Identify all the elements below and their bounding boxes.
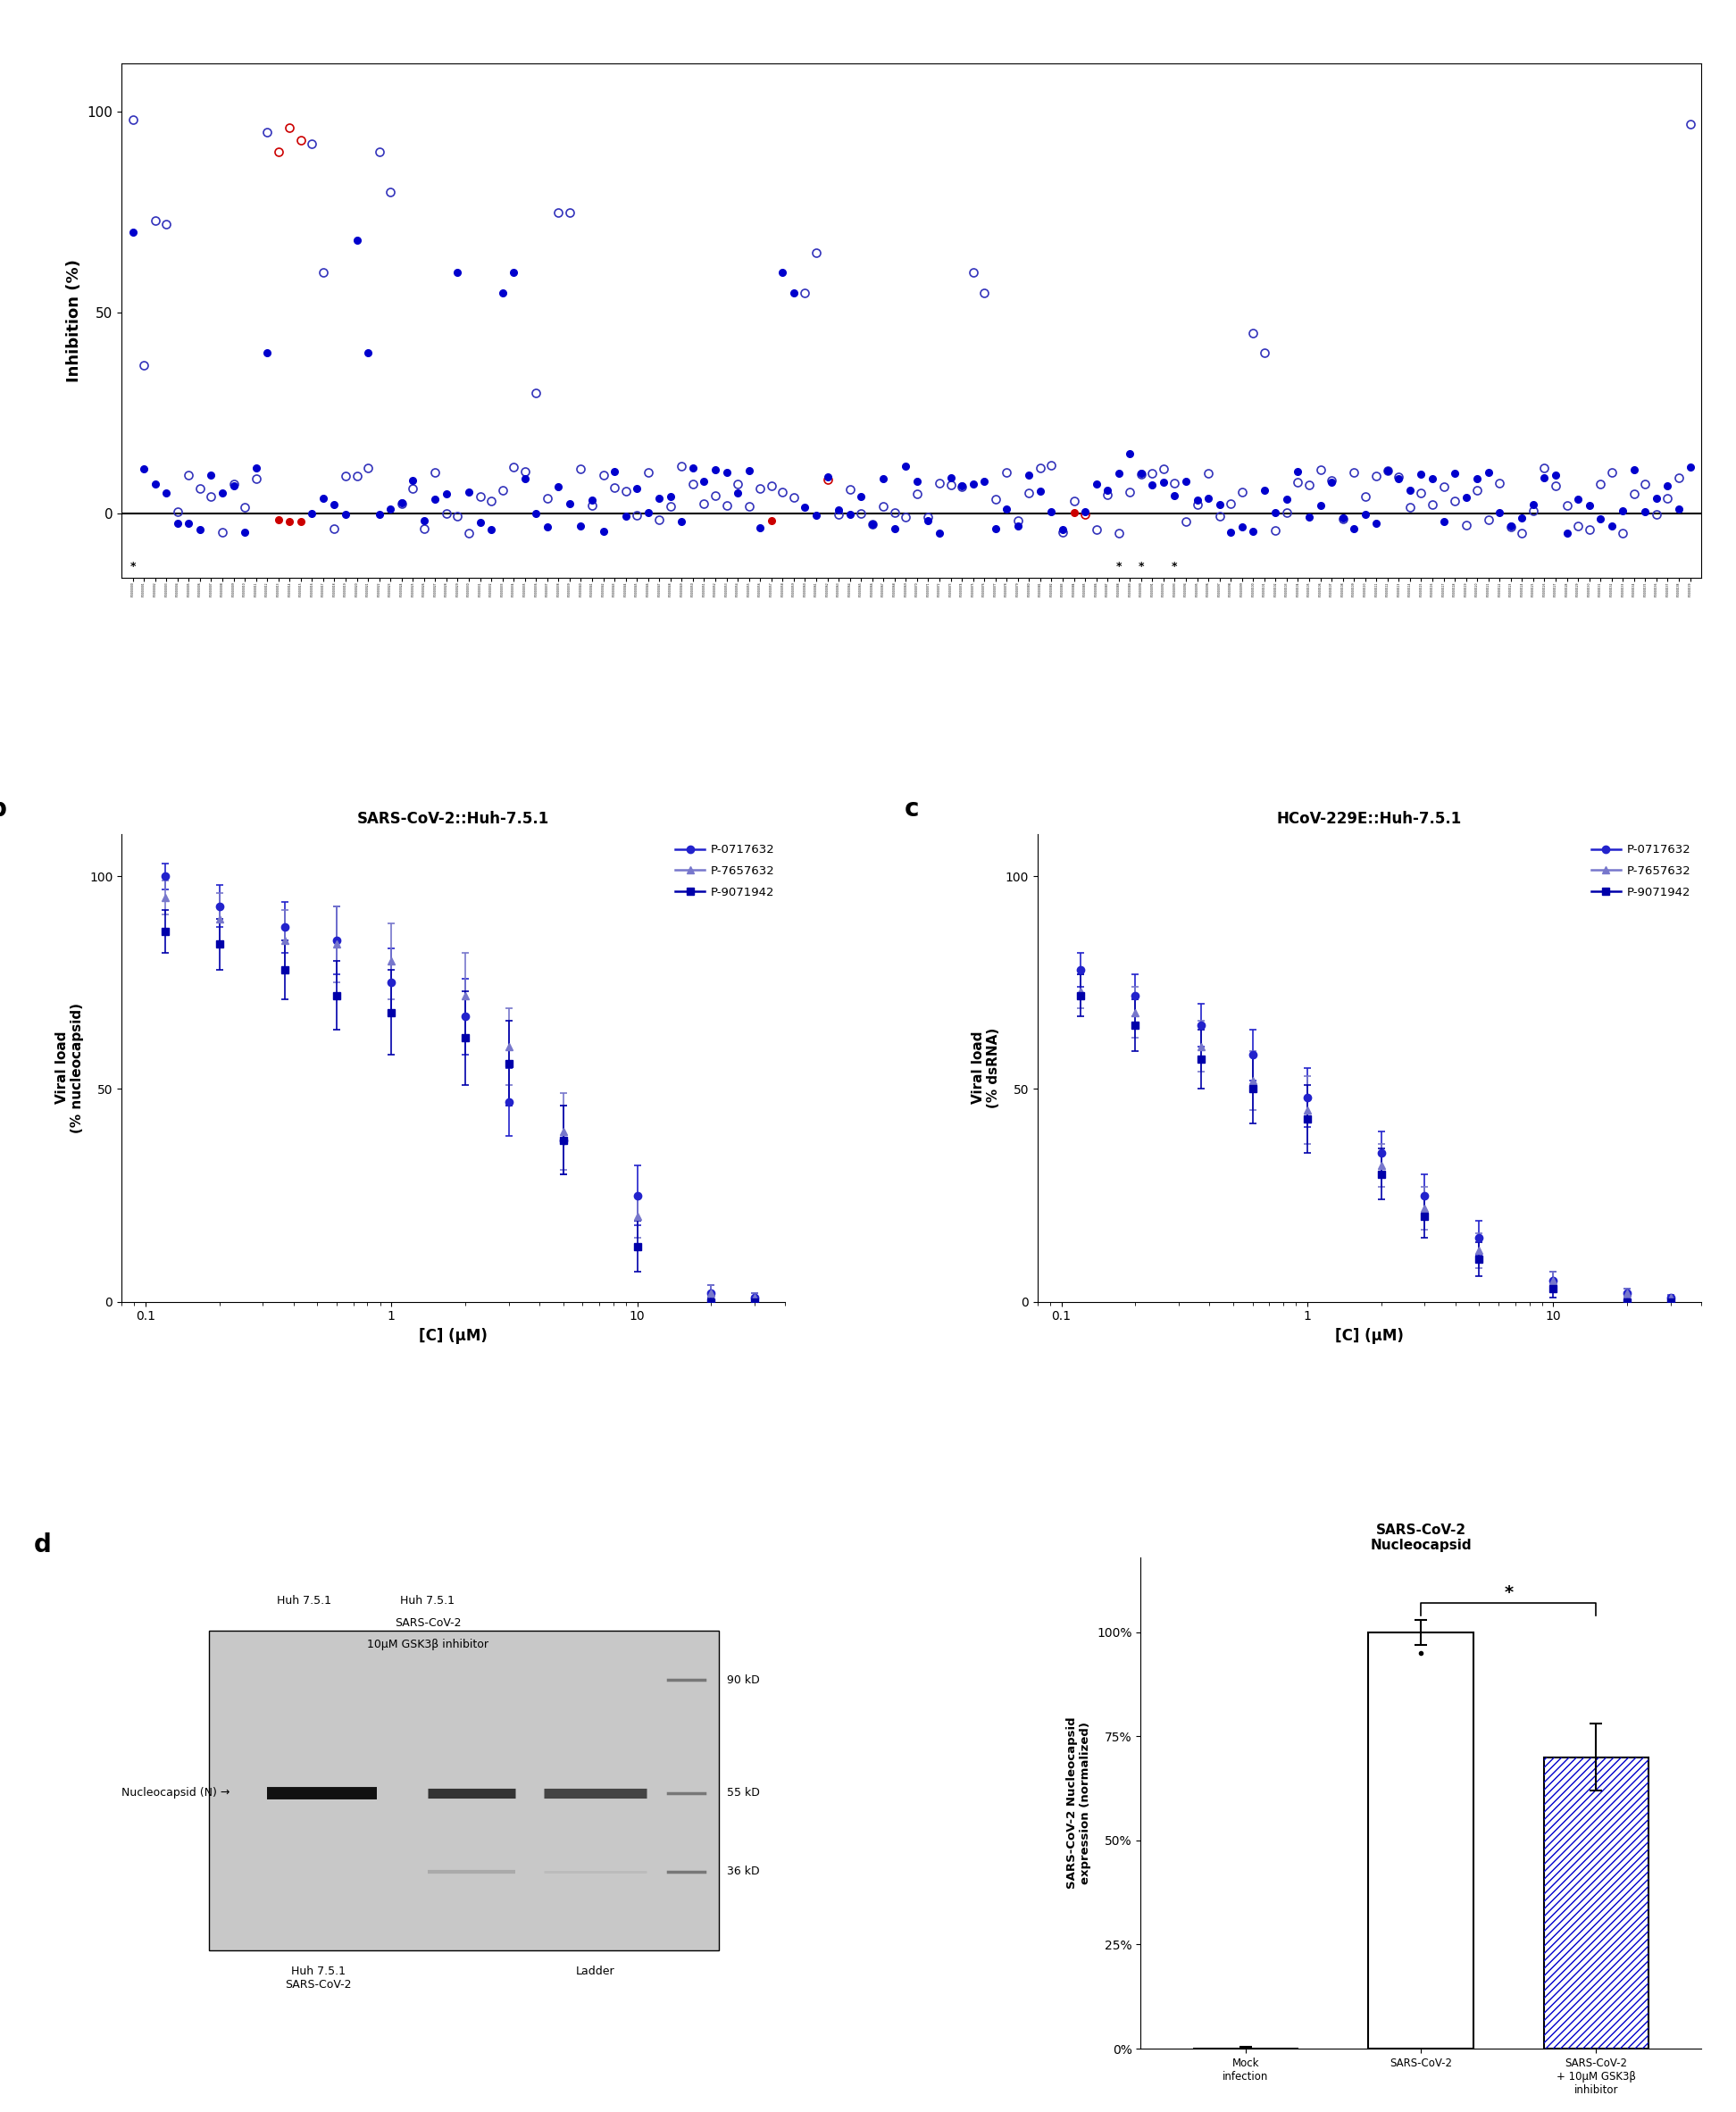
- Legend: P-0717632, P-7657632, P-9071942: P-0717632, P-7657632, P-9071942: [1587, 841, 1696, 902]
- Bar: [208, 1630, 719, 1949]
- Bar: [1543, 1757, 1649, 2049]
- Text: Huh 7.5.1: Huh 7.5.1: [401, 1595, 455, 1607]
- Text: *: *: [1139, 562, 1144, 572]
- Text: 55 kD: 55 kD: [726, 1787, 759, 1799]
- X-axis label: [C] (μM): [C] (μM): [1335, 1328, 1404, 1343]
- Y-axis label: Inhibition (%): Inhibition (%): [66, 260, 82, 382]
- Text: Ladder: Ladder: [576, 1964, 615, 1977]
- Bar: [1543, 1757, 1649, 2049]
- Text: c: c: [904, 796, 920, 822]
- Legend: P-0717632, P-7657632, P-9071942: P-0717632, P-7657632, P-9071942: [670, 841, 779, 902]
- Title: SARS-CoV-2::Huh-7.5.1: SARS-CoV-2::Huh-7.5.1: [358, 811, 550, 828]
- Text: d: d: [35, 1533, 52, 1559]
- Title: SARS-CoV-2
Nucleocapsid: SARS-CoV-2 Nucleocapsid: [1370, 1523, 1472, 1552]
- Text: *: *: [1172, 562, 1177, 572]
- Text: *: *: [130, 562, 135, 572]
- Text: *: *: [1503, 1584, 1514, 1601]
- Text: 90 kD: 90 kD: [726, 1675, 759, 1685]
- Text: 10μM GSK3β inhibitor: 10μM GSK3β inhibitor: [366, 1639, 488, 1652]
- Title: HCoV-229E::Huh-7.5.1: HCoV-229E::Huh-7.5.1: [1278, 811, 1462, 828]
- Text: Nucleocapsid (N) →: Nucleocapsid (N) →: [122, 1787, 229, 1799]
- Y-axis label: SARS-CoV-2 Nucleocapsid
expression (normalized): SARS-CoV-2 Nucleocapsid expression (norm…: [1066, 1717, 1092, 1888]
- Text: 36 kD: 36 kD: [726, 1865, 759, 1878]
- Text: Huh 7.5.1
SARS-CoV-2: Huh 7.5.1 SARS-CoV-2: [285, 1964, 352, 1990]
- Y-axis label: Viral load
(% nucleocapsid): Viral load (% nucleocapsid): [56, 1003, 85, 1132]
- Text: SARS-CoV-2: SARS-CoV-2: [394, 1618, 462, 1628]
- Bar: [1368, 1633, 1474, 2049]
- Text: b: b: [0, 796, 7, 822]
- Y-axis label: Viral load
(% dsRNA): Viral load (% dsRNA): [972, 1026, 1000, 1109]
- Text: Huh 7.5.1: Huh 7.5.1: [276, 1595, 332, 1607]
- Text: *: *: [1116, 562, 1121, 572]
- X-axis label: [C] (μM): [C] (μM): [418, 1328, 488, 1343]
